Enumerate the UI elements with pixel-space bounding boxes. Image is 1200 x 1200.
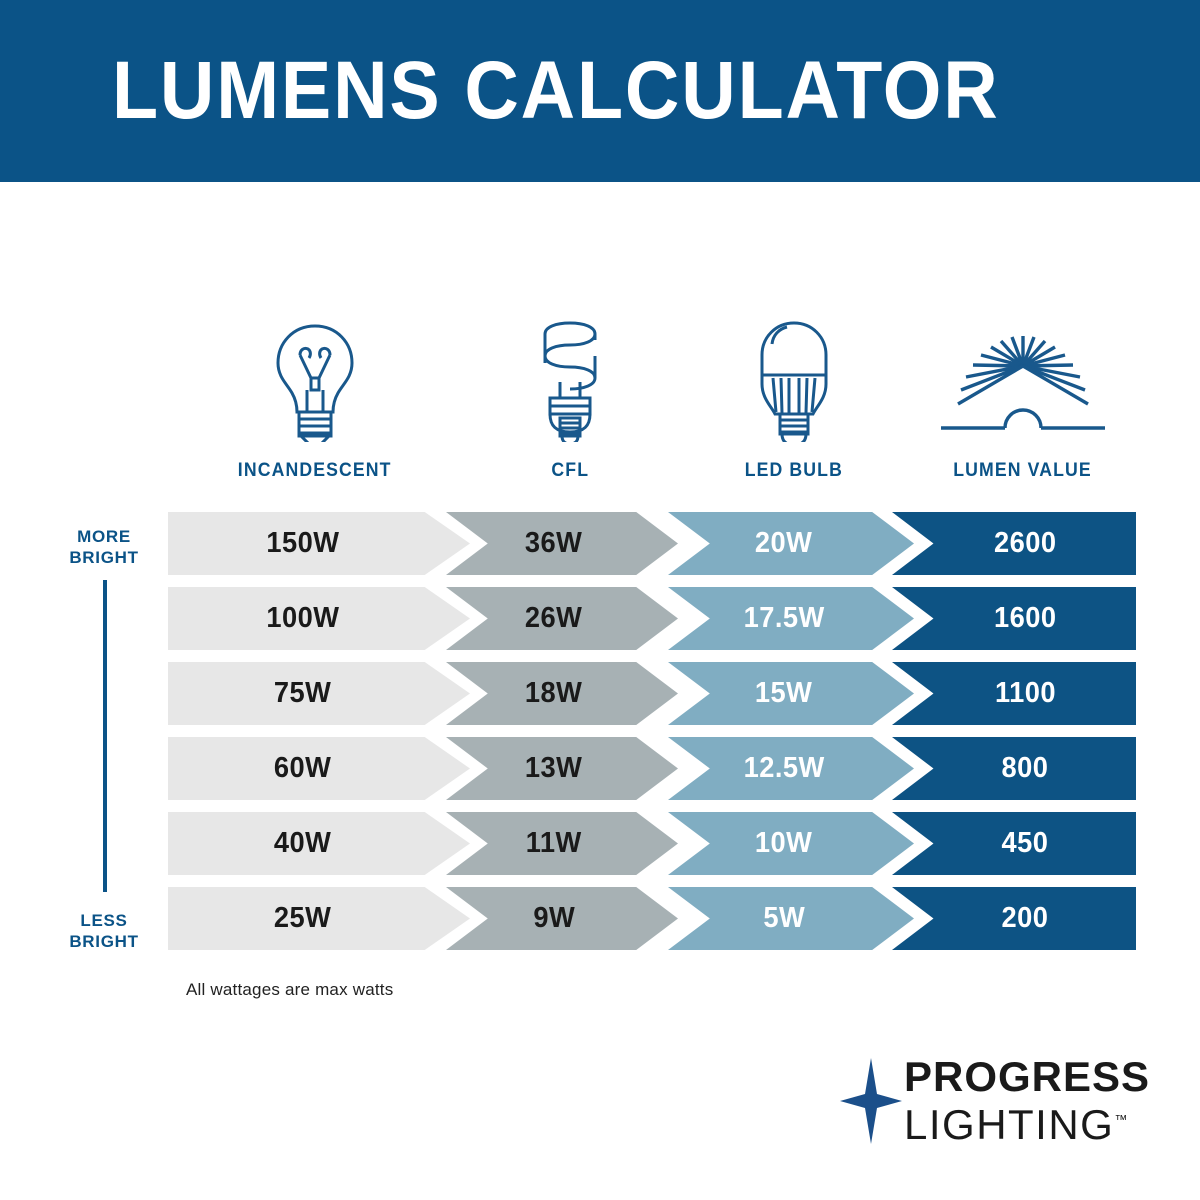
cfl-bulb-icon [530,312,610,442]
sunburst-lumen-icon [935,312,1111,442]
column-label-lumen-value: LUMEN VALUE [953,460,1093,481]
trademark-symbol: ™ [1114,1112,1129,1127]
column-header-led: LED BULB [678,292,910,482]
cell-value: 60W [274,752,332,784]
logo-wordmark: PROGRESS LIGHTING™ [904,1056,1150,1146]
cell-value: 40W [274,827,332,859]
cell-cfl: 26W [446,587,678,650]
cell-incandescent: 25W [168,887,470,950]
cell-cfl: 13W [446,737,678,800]
column-label-cfl: CFL [551,460,589,481]
table-row: 100W 26W 17.5W 1600 [168,587,1136,650]
cell-value: 150W [266,527,340,559]
scale-label-less-bright: LESS BRIGHT [46,910,162,953]
cell-incandescent: 150W [168,512,470,575]
column-header-lumen-value: LUMEN VALUE [910,292,1136,482]
cell-value: 17.5W [743,602,825,634]
cell-value: 25W [274,902,332,934]
cell-value: 12.5W [743,752,825,784]
cell-cfl: 36W [446,512,678,575]
cell-value: 18W [525,677,583,709]
cell-value: 20W [755,527,813,559]
incandescent-bulb-icon [267,312,363,442]
table-row: 75W 18W 15W 1100 [168,662,1136,725]
column-label-incandescent: INCANDESCENT [238,460,392,481]
cell-cfl: 18W [446,662,678,725]
cell-led: 15W [668,662,914,725]
cell-incandescent: 60W [168,737,470,800]
cell-value: 13W [525,752,583,784]
cell-value: 450 [1001,827,1049,859]
lumens-comparison-table: 150W 36W 20W 2600 100W 26W 17.5W 1600 75… [168,512,1136,950]
cell-led: 12.5W [668,737,914,800]
cell-incandescent: 75W [168,662,470,725]
logo-word-lighting: LIGHTING™ [904,1104,1150,1146]
scale-more-line1: MORE [77,527,131,546]
chevron-shape [168,587,470,650]
cell-incandescent: 100W [168,587,470,650]
cell-value: 1100 [994,677,1056,709]
cell-value: 36W [525,527,583,559]
cell-lumens: 1600 [892,587,1136,650]
chevron-shape [168,512,470,575]
scale-less-line2: BRIGHT [69,931,139,951]
cell-cfl: 11W [446,812,678,875]
cell-value: 2600 [993,527,1057,559]
chevron-shape [168,812,470,875]
cell-value: 800 [1001,752,1049,784]
cell-lumens: 450 [892,812,1136,875]
column-headers: INCANDESCENT CFL [168,292,1136,482]
scale-axis-line [103,580,107,892]
cell-lumens: 1100 [892,662,1136,725]
cell-lumens: 2600 [892,512,1136,575]
chevron-shape [168,662,470,725]
cell-lumens: 800 [892,737,1136,800]
cell-value: 9W [533,902,575,934]
cell-value: 15W [755,677,813,709]
footnote: All wattages are max watts [186,980,394,999]
scale-label-more-bright: MORE BRIGHT [46,526,162,569]
page-header: LUMENS CALCULATOR [0,0,1200,182]
cell-value: 1600 [993,602,1057,634]
table-row: 150W 36W 20W 2600 [168,512,1136,575]
cell-led: 20W [668,512,914,575]
logo-word-progress: PROGRESS [904,1053,1151,1100]
cell-led: 5W [668,887,914,950]
cell-value: 75W [274,677,332,709]
column-header-incandescent: INCANDESCENT [168,292,462,482]
cell-value: 5W [763,902,805,934]
cell-value: 200 [1001,902,1049,934]
cell-value: 100W [266,602,340,634]
cell-led: 17.5W [668,587,914,650]
logo-lighting-text: LIGHTING [904,1101,1115,1148]
progress-lighting-logo: PROGRESS LIGHTING™ [840,1046,1149,1156]
chevron-shape [168,737,470,800]
column-label-led: LED BULB [744,460,844,481]
cell-value: 11W [526,827,582,859]
chevron-shape [168,887,470,950]
brightness-scale: MORE BRIGHT LESS BRIGHT [46,512,162,964]
page-title: LUMENS CALCULATOR [112,45,1000,136]
cell-cfl: 9W [446,887,678,950]
led-bulb-icon [749,312,839,442]
table-row: 60W 13W 12.5W 800 [168,737,1136,800]
table-row: 40W 11W 10W 450 [168,812,1136,875]
column-header-cfl: CFL [462,292,678,482]
cell-lumens: 200 [892,887,1136,950]
scale-more-line2: BRIGHT [69,548,139,568]
cell-led: 10W [668,812,914,875]
scale-less-line1: LESS [80,910,128,930]
cell-value: 10W [755,827,813,859]
cell-incandescent: 40W [168,812,470,875]
table-row: 25W 9W 5W 200 [168,887,1136,950]
four-point-star-icon [840,1058,902,1144]
cell-value: 26W [525,602,583,634]
